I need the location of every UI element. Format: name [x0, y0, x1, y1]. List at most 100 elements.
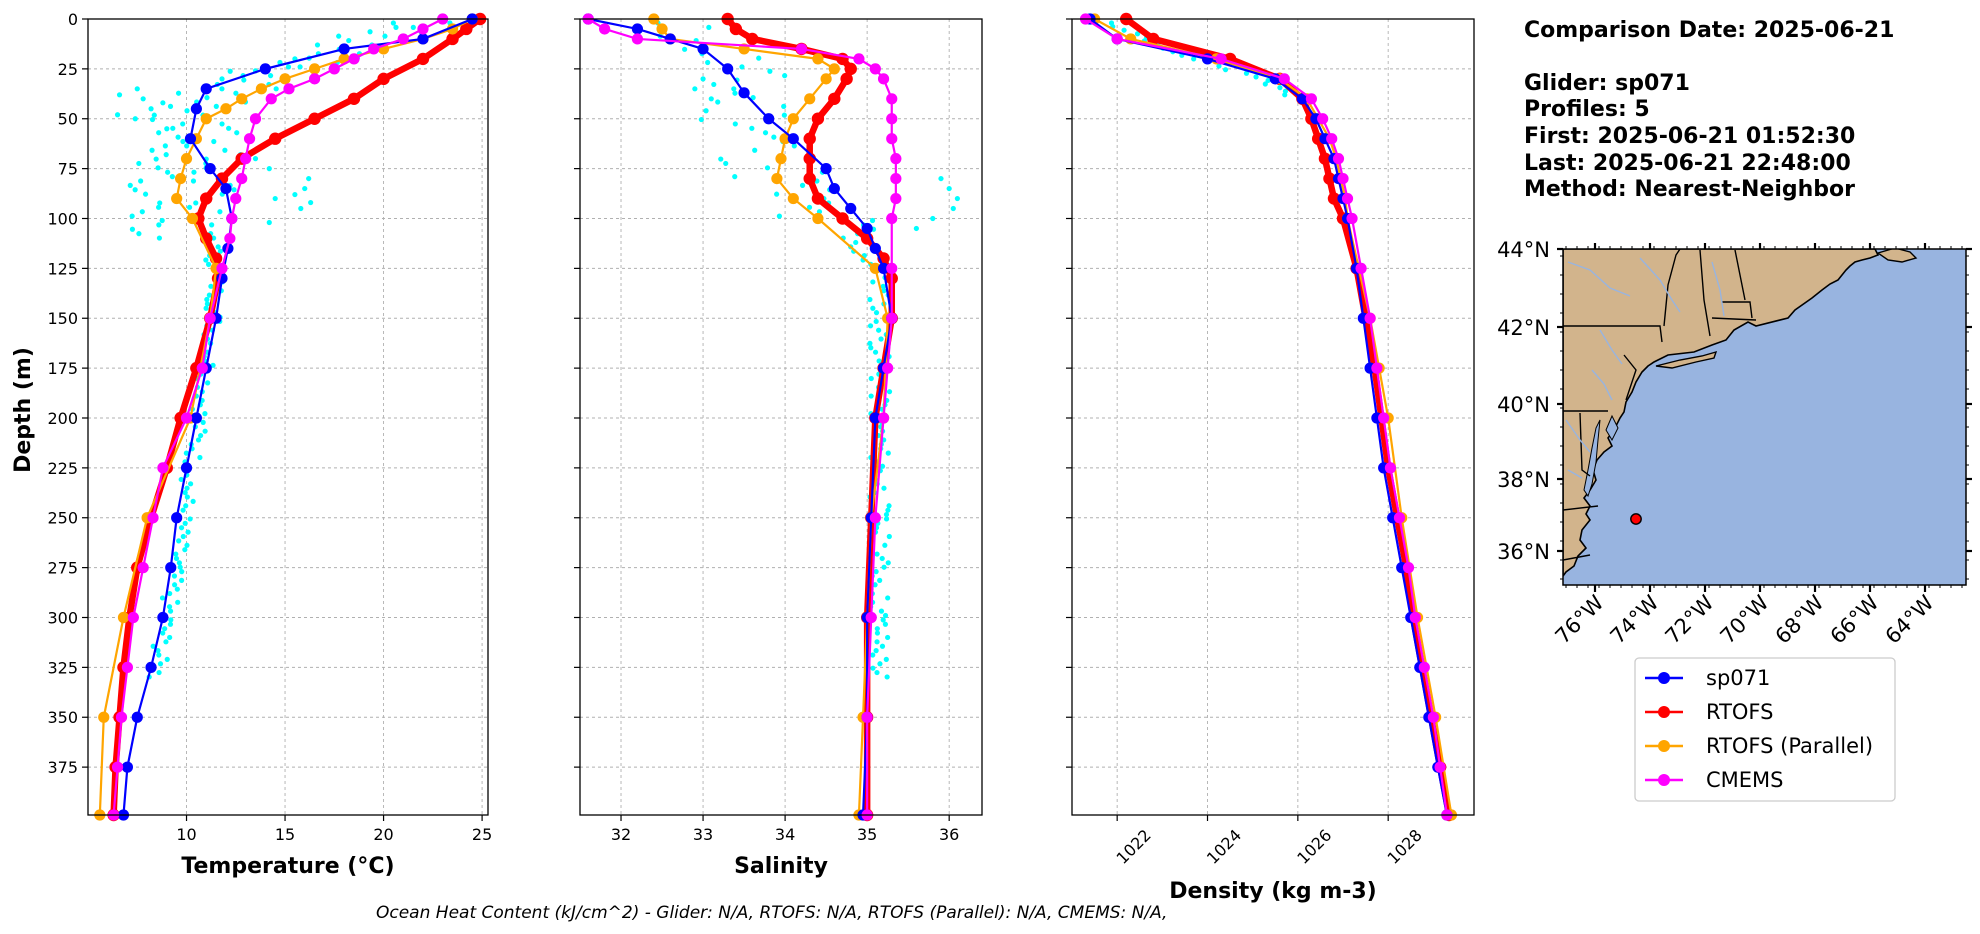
raw-observation-point	[172, 582, 178, 588]
raw-observation-point	[881, 288, 887, 294]
data-point	[795, 43, 808, 55]
raw-observation-point	[136, 160, 142, 167]
lat-tick-label: 44°N	[1497, 238, 1550, 262]
x-tick-label: 36	[939, 825, 959, 844]
data-point	[1364, 312, 1376, 324]
data-point	[845, 202, 857, 215]
raw-observation-point	[183, 450, 189, 456]
x-tick-label: 1026	[1293, 826, 1335, 868]
raw-observation-point	[204, 296, 210, 303]
raw-observation-point	[1216, 63, 1222, 69]
raw-observation-point	[285, 64, 292, 70]
y-tick-label: 175	[47, 359, 78, 378]
data-point	[697, 43, 709, 55]
raw-observation-point	[874, 630, 881, 636]
raw-observation-point	[883, 516, 890, 522]
x-tick-label: 33	[693, 825, 713, 844]
raw-observation-point	[155, 648, 161, 654]
data-point	[812, 212, 824, 225]
lon-tick-label: 68°W	[1771, 590, 1829, 648]
raw-observation-point	[886, 533, 892, 540]
raw-observation-point	[204, 95, 210, 101]
data-point	[861, 711, 873, 723]
raw-observation-point	[382, 33, 388, 39]
raw-observation-point	[346, 37, 352, 44]
data-point	[175, 172, 187, 185]
data-point	[145, 661, 157, 673]
raw-observation-point	[703, 108, 709, 114]
data-point	[886, 312, 898, 324]
data-point	[1378, 412, 1390, 424]
raw-observation-point	[266, 166, 272, 172]
raw-observation-point	[193, 200, 199, 206]
raw-observation-point	[869, 217, 876, 224]
data-point	[171, 512, 183, 524]
raw-observation-point	[160, 100, 166, 106]
data-point	[861, 222, 873, 235]
legend-entry: RTOFS (Parallel)	[1645, 734, 1873, 758]
data-point	[171, 192, 183, 205]
data-point	[803, 172, 816, 185]
raw-observation-point	[885, 560, 891, 566]
data-point	[309, 73, 321, 85]
raw-observation-point	[157, 661, 164, 667]
raw-observation-point	[749, 125, 755, 131]
data-point	[200, 113, 212, 125]
raw-observation-point	[217, 209, 223, 215]
series-cmems	[582, 13, 902, 821]
raw-observation-point	[219, 76, 225, 82]
y-tick-label: 200	[47, 409, 78, 428]
raw-observation-point	[390, 20, 396, 26]
raw-observation-point	[732, 121, 738, 127]
raw-observation-point	[874, 551, 880, 557]
y-tick-label: 275	[47, 559, 78, 578]
raw-observation-point	[1191, 56, 1197, 62]
raw-observation-point	[167, 590, 173, 597]
data-point	[1346, 212, 1358, 225]
glider-name: Glider: sp071	[1524, 71, 1690, 96]
raw-observation-point	[231, 187, 237, 193]
lat-tick-label: 38°N	[1497, 468, 1550, 492]
raw-observation-point	[750, 95, 756, 101]
raw-observation-point	[870, 279, 876, 285]
raw-observation-point	[156, 235, 163, 241]
raw-observation-point	[204, 301, 211, 307]
x-tick-label: 1024	[1203, 826, 1245, 868]
raw-observation-point	[739, 64, 745, 70]
data-point	[184, 133, 197, 145]
raw-observation-point	[178, 525, 185, 531]
raw-observation-point	[873, 310, 880, 316]
raw-observation-point	[868, 345, 874, 351]
raw-observation-point	[151, 112, 157, 118]
raw-observation-point	[129, 226, 136, 232]
raw-observation-point	[913, 225, 919, 232]
raw-observation-point	[167, 621, 174, 627]
raw-observation-point	[873, 569, 879, 575]
delaware-bay	[1605, 414, 1619, 442]
data-point	[377, 72, 390, 86]
data-point	[775, 153, 787, 165]
x-tick-label: 34	[775, 825, 795, 844]
raw-observation-point	[219, 86, 225, 92]
raw-observation-point	[241, 77, 247, 83]
y-tick-label: 300	[47, 608, 78, 627]
raw-observation-point	[203, 305, 209, 311]
raw-observation-point	[217, 248, 224, 254]
raw-observation-point	[872, 582, 878, 588]
glider-location-marker	[1630, 513, 1642, 525]
data-point	[1393, 512, 1406, 524]
data-point	[121, 761, 134, 773]
raw-observation-point	[164, 656, 170, 662]
lat-tick-label: 40°N	[1497, 393, 1550, 417]
data-point	[368, 43, 380, 55]
raw-observation-point	[159, 595, 166, 601]
raw-observation-point	[954, 195, 960, 202]
raw-observation-point	[938, 175, 944, 182]
plot-area	[88, 19, 488, 815]
raw-observation-point	[272, 195, 278, 202]
raw-observation-point	[874, 669, 880, 676]
raw-observation-point	[698, 116, 704, 123]
raw-observation-point	[180, 533, 186, 540]
data-point	[787, 192, 799, 205]
data-point	[820, 163, 832, 175]
